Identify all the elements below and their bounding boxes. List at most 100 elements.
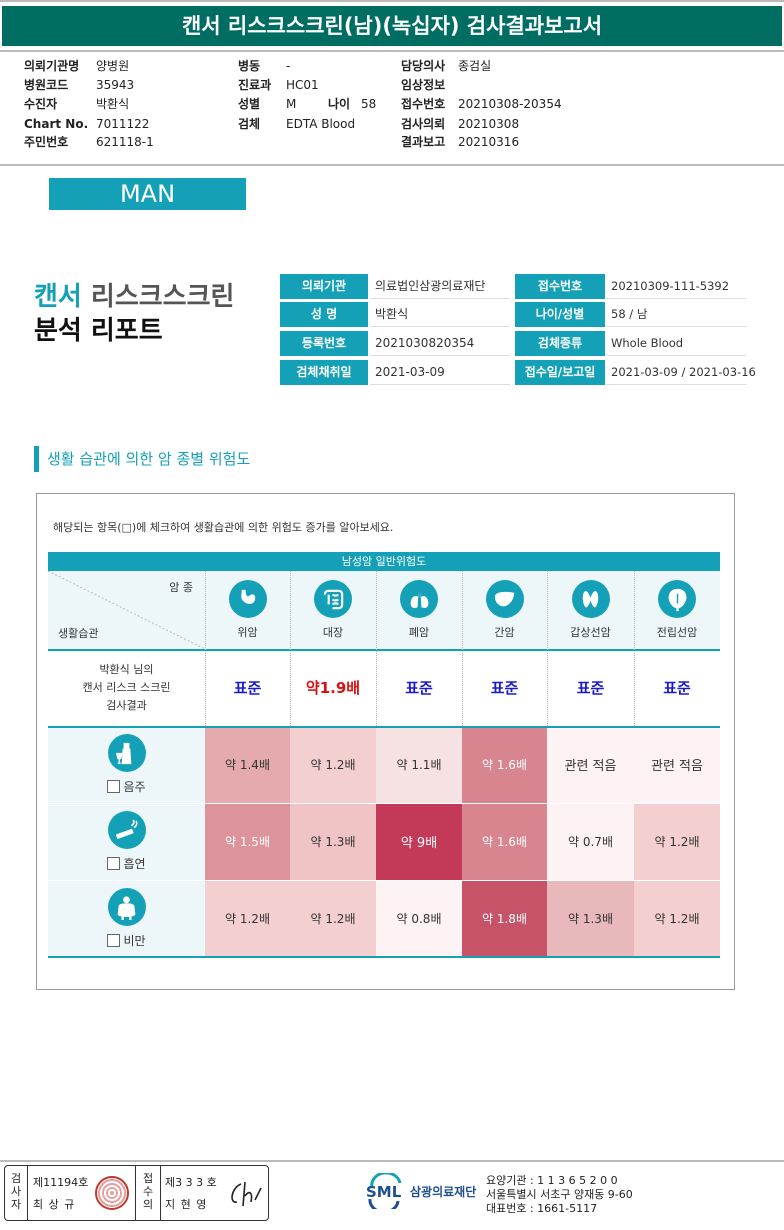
risk-cell: 약 9배 [376,803,462,880]
info-value: 2021-03-09 / 2021-03-16 [606,360,756,385]
row-divider [48,880,720,881]
habit-1-label: 흡연 [48,803,205,880]
result-cell: 표준 [462,649,547,726]
header-row: 진료과 HC01 [0,76,400,94]
footer-divider [0,1160,784,1162]
col-divider [634,571,635,726]
result-cell: 표준 [205,649,290,726]
header-row: 주민번호 621118-1 [0,133,784,151]
signature-mark [231,1181,262,1207]
header-value: - [286,59,291,73]
info-key: 성 명 [280,302,368,327]
info-value: Whole Blood [606,331,746,356]
title-analysis-report: 분석 리포트 [34,316,163,346]
col-divider [290,571,291,726]
col-divider [376,571,377,726]
header-row: 접수번호 20210308-20354 [0,95,784,113]
cancer-header: 폐암 [376,571,462,649]
info-key: 접수일/보고일 [515,360,605,385]
header-label: 주민번호 [24,135,69,149]
info-value: 2021-03-09 [370,360,510,385]
examiner-name: 최 상 규 [33,1198,76,1211]
header-value: 종검실 [458,59,492,73]
header-divider [0,164,784,166]
signature-box: 검사자 제11194호 최 상 규 접수의 제3 3 3 호 지 현 영 [4,1165,269,1221]
risk-cell: 관련 적음 [634,726,720,803]
instruction-text: 해당되는 항목(□)에 체크하여 생활습관에 의한 위험도 증가를 알아보세요. [53,521,394,534]
receiver-number: 제3 3 3 호 [165,1176,217,1189]
title-riskscreen: 리스크스크린 [90,282,235,312]
info-value: 박환식 [370,302,510,327]
header-label: 병동 [238,59,261,73]
habit-checkbox[interactable] [107,934,121,947]
header-row: 병원코드 35943 [0,76,784,94]
cancer-name: 간암 [494,626,515,639]
result-cell: 표준 [547,649,634,726]
info-value: 58 / 남 [606,302,746,327]
header-value: M [286,97,297,111]
header-label: 진료과 [238,78,272,92]
title-cancer: 캔서 [34,282,82,312]
result-value: 표준 [490,679,519,697]
habit-name: 비만 [123,934,146,948]
col-divider [462,571,463,726]
corner-cancer-type: 암 종 [169,581,193,594]
habit-checkbox[interactable] [107,780,121,793]
header-row: Chart No. 7011122 [0,115,784,133]
habit-checkbox-label[interactable]: 흡연 [107,855,146,872]
risk-cell: 약 1.5배 [205,803,290,880]
habit-checkbox[interactable] [107,857,121,870]
table-rule [48,956,720,958]
habit-0-label: 음주 [48,726,205,803]
risk-cell: 약 1.2배 [634,880,720,957]
header-value: 20210308-20354 [458,97,562,111]
header-label: 결과보고 [401,135,446,149]
risk-cell: 약 1.4배 [205,726,290,803]
table-corner: 암 종 생활습관 [48,571,205,649]
col-divider [205,571,206,726]
cancer-header: 간암 [462,571,547,649]
section-title: 생활 습관에 의한 암 종별 위험도 [34,446,250,472]
risk-cell: 약 1.3배 [290,803,376,880]
risk-table-heading: 남성암 일반위험도 [48,552,720,571]
result-cell: 표준 [634,649,720,726]
cancer-header: 갑상선암 [547,571,634,649]
info-value: 20210309-111-5392 [606,274,746,299]
examiner-number: 제11194호 [33,1176,89,1189]
cancer-name: 대장 [322,626,344,639]
risk-cell: 약 1.6배 [462,726,547,803]
info-key: 나이/성별 [515,302,605,327]
result-cell: 약1.9배 [290,649,376,726]
col-divider [547,571,548,726]
result-value: 표준 [233,679,262,697]
risk-cell: 약 1.6배 [462,803,547,880]
risk-cell: 약 1.3배 [547,880,634,957]
age-value: 58 [361,97,377,111]
header-row-age: 나이 58 [0,95,400,113]
habit-name: 흡연 [123,857,146,871]
cancer-name: 갑상선암 [570,626,611,639]
report-title-main: 캔서 리스크스크린(남)(녹십자) 검사결과보고서 [2,6,782,46]
info-key: 검체종류 [515,331,605,356]
seal-stamp [95,1176,129,1210]
result-label-line: 캔서 리스크 스크린 [82,680,171,694]
header-label: 의뢰기관명 [24,59,80,73]
footer-line-code: 요양기관 : 1 1 3 6 5 2 0 0 [486,1174,618,1187]
habit-checkbox-label[interactable]: 비만 [107,932,146,949]
colon-icon [314,580,352,618]
info-value: 2021030820354 [370,331,510,356]
header-label: 병원코드 [24,78,69,92]
header-value: 박환식 [96,97,130,111]
prostate-icon [658,580,696,618]
habit-checkbox-label[interactable]: 음주 [107,778,146,795]
cancer-name: 폐암 [408,626,430,639]
risk-cell: 약 1.2배 [205,880,290,957]
risk-panel [36,493,735,990]
analysis-report-title: 캔서 리스크스크린 분석 리포트 [34,280,234,348]
header-row: 의뢰기관명 양병원 [0,57,784,75]
header-value: HC01 [286,78,319,92]
header-label: Chart No. [24,117,89,131]
result-cell: 표준 [376,649,462,726]
cancer-header: 위암 [205,571,290,649]
sml-logo-icon [368,1173,402,1209]
